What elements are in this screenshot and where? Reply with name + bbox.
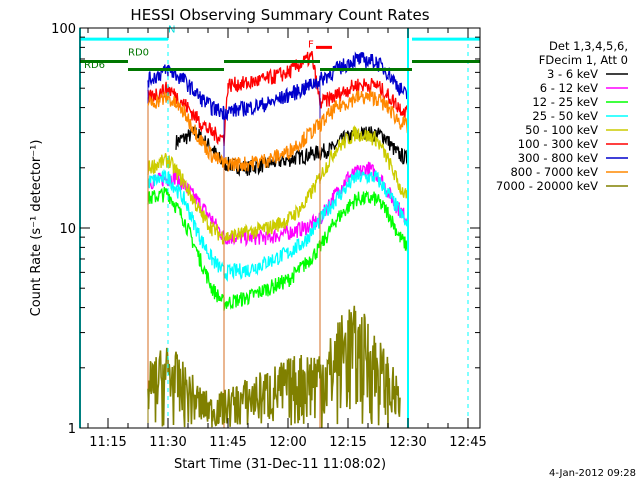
footer-date: 4-Jan-2012 09:28 <box>549 468 636 479</box>
y-axis-label: Count Rate (s⁻¹ detector⁻¹) <box>29 140 44 317</box>
legend-label: 100 - 300 keV <box>518 137 598 151</box>
x-tick-label: 11:45 <box>209 435 246 450</box>
legend-header: FDecim 1, Att 0 <box>539 53 628 67</box>
series-line <box>147 88 409 172</box>
legend-label: 7000 - 20000 keV <box>496 179 598 193</box>
annotation-f: F <box>308 39 314 50</box>
legend-label: 50 - 100 keV <box>525 123 598 137</box>
legend-label: 300 - 800 keV <box>518 151 598 165</box>
x-axis-label: Start Time (31-Dec-11 11:08:02) <box>174 457 386 472</box>
legend-label: 6 - 12 keV <box>540 81 598 95</box>
x-tick-label: 11:15 <box>89 435 126 450</box>
series-line <box>175 125 409 177</box>
legend-label: 12 - 25 keV <box>532 95 598 109</box>
legend-header: Det 1,3,4,5,6, <box>549 39 628 53</box>
y-tick-label: 10 <box>59 222 76 237</box>
annotation-rd0: RD0 <box>128 47 149 58</box>
series-line <box>147 305 401 428</box>
x-ticks: 11:15 11:30 11:45 12:00 12:15 12:30 12:45 <box>87 28 487 450</box>
series-line <box>147 186 409 311</box>
series-line <box>147 124 409 245</box>
series-line <box>147 169 409 282</box>
annotation-n: N <box>168 24 175 35</box>
series-line <box>147 161 409 248</box>
annotation-rd6: RD6 <box>84 60 105 71</box>
series-layer <box>147 50 409 428</box>
x-tick-label: 12:45 <box>449 435 486 450</box>
legend: Det 1,3,4,5,6,FDecim 1, Att 03 - 6 keV6 … <box>496 39 628 193</box>
chart-title: HESSI Observing Summary Count Rates <box>130 6 429 24</box>
x-tick-label: 11:30 <box>149 435 186 450</box>
legend-label: 25 - 50 keV <box>532 109 598 123</box>
series-line <box>147 50 409 147</box>
x-tick-label: 12:15 <box>329 435 366 450</box>
legend-label: 800 - 7000 keV <box>510 165 598 179</box>
series-8 <box>147 305 401 428</box>
y-ticks: 1 10 100 <box>51 22 480 437</box>
x-tick-label: 12:00 <box>269 435 306 450</box>
y-tick-label: 1 <box>68 422 76 437</box>
legend-label: 3 - 6 keV <box>547 67 598 81</box>
y-tick-label: 100 <box>51 22 76 37</box>
x-tick-label: 12:30 <box>389 435 426 450</box>
series-line <box>147 51 409 122</box>
